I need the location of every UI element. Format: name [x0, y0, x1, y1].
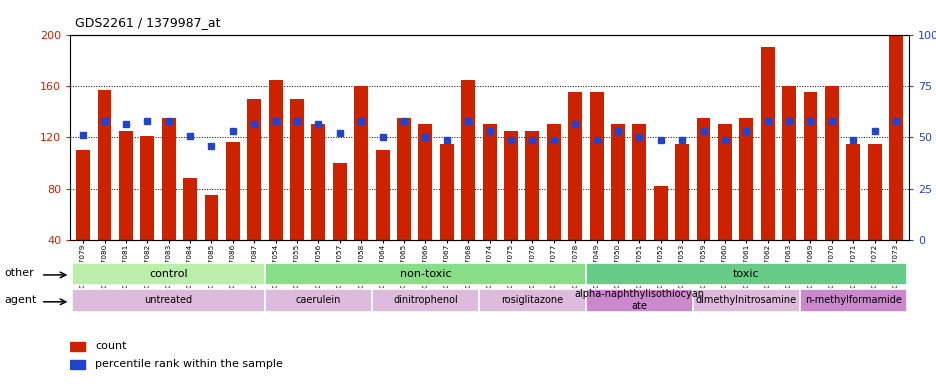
Bar [461, 79, 475, 240]
Bar [482, 124, 496, 240]
Bar [418, 124, 431, 240]
Bar [589, 92, 603, 240]
Bar [632, 124, 646, 240]
Text: rosiglitazone: rosiglitazone [501, 295, 563, 305]
Text: alpha-naphthylisothiocyan
ate: alpha-naphthylisothiocyan ate [574, 289, 704, 311]
Bar [695, 118, 709, 240]
Bar [372, 289, 478, 312]
Bar [567, 92, 581, 240]
Bar [845, 144, 859, 240]
Bar [717, 124, 731, 240]
Text: percentile rank within the sample: percentile rank within the sample [95, 359, 283, 369]
Bar [265, 263, 585, 285]
Bar [76, 150, 90, 240]
Bar [162, 118, 175, 240]
Bar [585, 263, 906, 285]
Bar [354, 86, 368, 240]
Bar [397, 118, 411, 240]
Bar [247, 99, 261, 240]
Text: control: control [149, 268, 188, 279]
Bar [547, 124, 560, 240]
Bar [290, 99, 303, 240]
Text: other: other [5, 268, 35, 278]
Bar [226, 142, 240, 240]
Bar [739, 118, 753, 240]
Bar [478, 289, 585, 312]
Text: GDS2261 / 1379987_at: GDS2261 / 1379987_at [75, 16, 220, 29]
Bar [799, 289, 906, 312]
Bar [332, 163, 346, 240]
Bar [692, 289, 799, 312]
Bar [824, 86, 838, 240]
Bar [525, 131, 539, 240]
Bar [675, 144, 688, 240]
Text: agent: agent [5, 295, 37, 305]
Bar [375, 150, 389, 240]
Text: n-methylformamide: n-methylformamide [804, 295, 900, 305]
Bar [585, 289, 692, 312]
Bar [269, 79, 283, 240]
Bar [72, 263, 265, 285]
Bar [653, 186, 667, 240]
Bar [311, 124, 325, 240]
Bar [867, 144, 881, 240]
Bar [610, 124, 624, 240]
Bar [70, 342, 84, 351]
Text: non-toxic: non-toxic [399, 268, 451, 279]
Text: caerulein: caerulein [296, 295, 341, 305]
Text: toxic: toxic [732, 268, 759, 279]
Bar [782, 86, 796, 240]
Bar [97, 90, 111, 240]
Text: untreated: untreated [144, 295, 193, 305]
Text: dimethylnitrosamine: dimethylnitrosamine [695, 295, 796, 305]
Bar [265, 289, 372, 312]
Bar [70, 360, 84, 369]
Text: dinitrophenol: dinitrophenol [392, 295, 458, 305]
Bar [119, 131, 133, 240]
Bar [72, 289, 265, 312]
Text: count: count [95, 341, 126, 351]
Bar [888, 35, 902, 240]
Bar [140, 136, 154, 240]
Bar [504, 131, 518, 240]
Bar [803, 92, 816, 240]
Bar [183, 178, 197, 240]
Bar [204, 195, 218, 240]
Bar [760, 47, 774, 240]
Bar [439, 144, 453, 240]
